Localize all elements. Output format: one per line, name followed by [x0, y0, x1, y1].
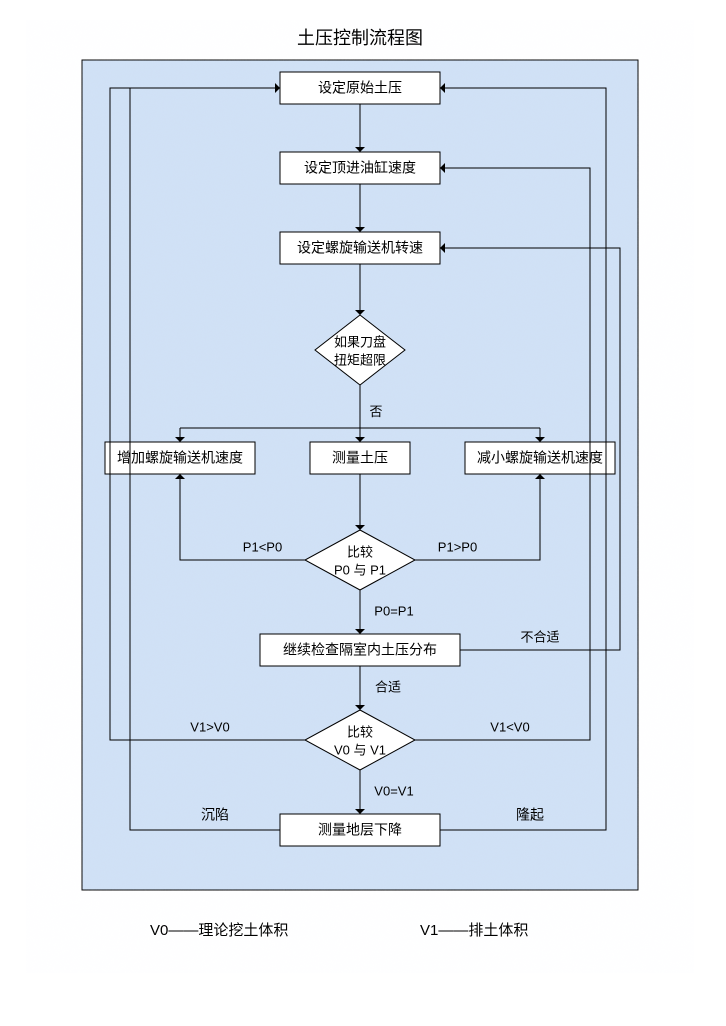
svg-text:V0=V1: V0=V1: [374, 783, 413, 798]
svg-text:土压控制流程图: 土压控制流程图: [297, 28, 423, 48]
svg-text:P1<P0: P1<P0: [243, 539, 282, 554]
svg-text:P0=P1: P0=P1: [374, 603, 413, 618]
svg-text:P1>P0: P1>P0: [438, 539, 477, 554]
svg-text:合适: 合适: [375, 679, 401, 694]
svg-text:V1——排土体积: V1——排土体积: [420, 922, 528, 939]
svg-text:否: 否: [369, 404, 382, 419]
svg-text:比较: 比较: [347, 724, 373, 739]
svg-text:P0 与 P1: P0 与 P1: [334, 562, 386, 577]
svg-text:比较: 比较: [347, 544, 373, 559]
svg-text:继续检查隔室内土压分布: 继续检查隔室内土压分布: [283, 642, 437, 658]
svg-text:设定螺旋输送机转速: 设定螺旋输送机转速: [297, 240, 423, 256]
svg-text:V0 与 V1: V0 与 V1: [334, 742, 386, 757]
svg-text:测量地层下降: 测量地层下降: [318, 822, 402, 838]
flowchart: 土压控制流程图设定原始土压设定顶进油缸速度设定螺旋输送机转速如果刀盘扭矩超限增加…: [20, 20, 700, 990]
svg-text:沉陷: 沉陷: [201, 807, 229, 823]
svg-text:如果刀盘: 如果刀盘: [334, 334, 386, 349]
svg-text:V1>V0: V1>V0: [190, 719, 229, 734]
svg-text:设定顶进油缸速度: 设定顶进油缸速度: [304, 160, 416, 176]
svg-text:V0——理论挖土体积: V0——理论挖土体积: [150, 922, 288, 939]
svg-text:测量土压: 测量土压: [332, 450, 388, 466]
svg-text:扭矩超限: 扭矩超限: [334, 352, 386, 367]
svg-text:设定原始土压: 设定原始土压: [318, 80, 402, 96]
svg-text:隆起: 隆起: [516, 807, 544, 823]
svg-text:增加螺旋输送机速度: 增加螺旋输送机速度: [117, 450, 243, 466]
svg-text:不合适: 不合适: [520, 629, 559, 644]
svg-text:V1<V0: V1<V0: [490, 719, 529, 734]
svg-text:减小螺旋输送机速度: 减小螺旋输送机速度: [477, 450, 603, 466]
